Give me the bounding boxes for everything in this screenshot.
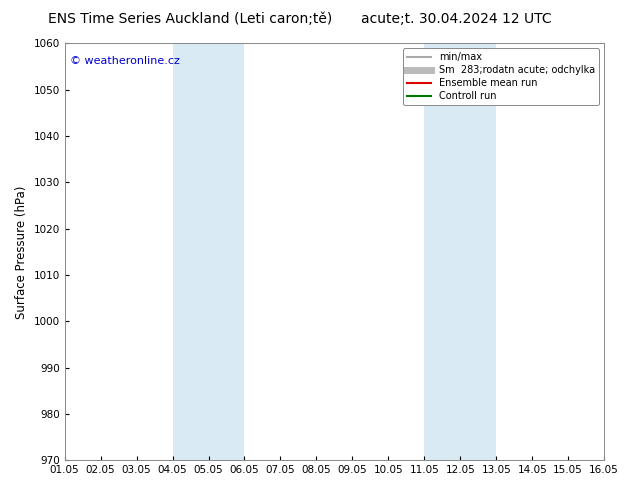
Bar [172, 44, 245, 460]
Y-axis label: Surface Pressure (hPa): Surface Pressure (hPa) [15, 185, 28, 318]
Bar [424, 44, 496, 460]
Text: ENS Time Series Auckland (Leti caron;tě): ENS Time Series Auckland (Leti caron;tě) [48, 12, 332, 26]
Text: © weatheronline.cz: © weatheronline.cz [70, 56, 180, 66]
Text: acute;t. 30.04.2024 12 UTC: acute;t. 30.04.2024 12 UTC [361, 12, 552, 26]
Legend: min/max, Sm  283;rodatn acute; odchylka, Ensemble mean run, Controll run: min/max, Sm 283;rodatn acute; odchylka, … [403, 49, 599, 105]
